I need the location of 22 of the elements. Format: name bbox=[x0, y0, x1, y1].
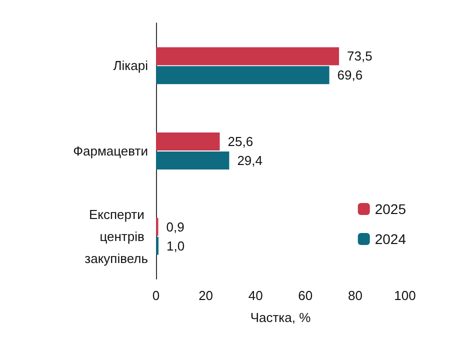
legend-label: 2024 bbox=[374, 231, 406, 247]
legend-label: 2025 bbox=[374, 201, 406, 217]
y-tick-label: Фармацевти bbox=[73, 144, 148, 158]
data-label: 29,4 bbox=[237, 152, 263, 168]
x-tick-label: 60 bbox=[298, 288, 313, 303]
data-label: 25,6 bbox=[228, 134, 254, 150]
x-tick-label: 0 bbox=[152, 288, 160, 303]
y-tick-label: Експерти центрів закупівель bbox=[84, 206, 148, 266]
y-tick-label: Лікарі bbox=[113, 58, 148, 74]
x-tick-label: 100 bbox=[394, 288, 416, 303]
data-label: 73,5 bbox=[347, 48, 372, 64]
data-label: 0,9 bbox=[166, 219, 184, 234]
x-tick-label: 40 bbox=[248, 288, 263, 303]
bar bbox=[156, 151, 230, 170]
bar bbox=[156, 132, 220, 151]
data-label: 69,6 bbox=[337, 68, 363, 83]
x-tick-label: 80 bbox=[348, 288, 362, 303]
x-axis-title: Частка, % bbox=[250, 310, 312, 325]
bar bbox=[156, 66, 330, 84]
bar bbox=[156, 47, 340, 66]
data-label: 1,0 bbox=[166, 238, 185, 254]
x-tick-label: 20 bbox=[198, 288, 214, 303]
